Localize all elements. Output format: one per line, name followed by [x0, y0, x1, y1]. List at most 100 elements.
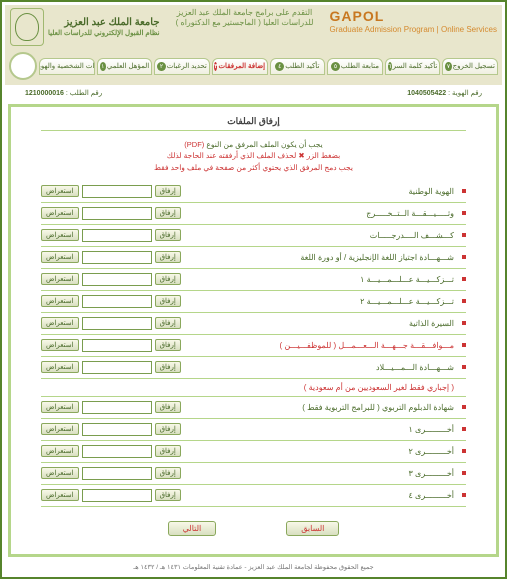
file-path-input[interactable] [82, 185, 152, 198]
browse-button[interactable]: استعراض [41, 467, 79, 479]
browse-button[interactable]: استعراض [41, 273, 79, 285]
tab-step[interactable]: تأكيد كلمة السر٦ [385, 58, 441, 75]
tab-step[interactable]: تحديد الرغبات٢ [154, 58, 210, 75]
upload-row: تـــزكـــيـــة عـــلـــمـــيـــة ٢إرفاقا… [41, 291, 466, 313]
tab-number: ٢ [157, 62, 165, 71]
row-label: أخـــــــــرى ٣ [187, 469, 456, 478]
file-path-input[interactable] [82, 339, 152, 352]
browse-button[interactable]: استعراض [41, 361, 79, 373]
inst-l1-b: (PDF) [184, 140, 204, 149]
file-path-input[interactable] [82, 401, 152, 414]
brand: GAPOL [330, 8, 497, 25]
upload-row: شهادة الدبلوم التربوي ( للبرامج التربوية… [41, 397, 466, 419]
upload-button[interactable]: إرفاق [155, 251, 181, 263]
inst-l3: يجب دمج المرفق الذي يحتوي أكثر من صفحة ف… [41, 162, 466, 173]
upload-button[interactable]: إرفاق [155, 295, 181, 307]
browse-button[interactable]: استعراض [41, 317, 79, 329]
row-label: شـــهـــادة اجتياز اللغة الإنجليزية / أو… [187, 253, 456, 262]
tab-step[interactable]: إضافة المرفقات٣ [212, 58, 268, 75]
tab-step[interactable]: المؤهل العلمي١ [97, 58, 153, 75]
tab-label: تسجيل الخروج [453, 62, 495, 70]
file-path-input[interactable] [82, 207, 152, 220]
upload-button[interactable]: إرفاق [155, 185, 181, 197]
prev-button[interactable]: السابق [286, 521, 339, 536]
tab-number: ١ [100, 62, 106, 71]
file-path-input[interactable] [82, 251, 152, 264]
ref-no-label: رقم الهوية : [448, 90, 482, 97]
tab-step[interactable]: بيانات الشخصية والهوية٠ [39, 58, 95, 75]
browse-button[interactable]: استعراض [41, 251, 79, 263]
required-marker-icon [462, 427, 466, 431]
upload-row: السيرة الذاتية إرفاق استعراض [41, 313, 466, 335]
app-no: 1210000016 [25, 90, 64, 97]
upload-button[interactable]: إرفاق [155, 317, 181, 329]
required-marker-icon [462, 321, 466, 325]
required-marker-icon [462, 343, 466, 347]
row-label: أخـــــــــرى ٤ [187, 491, 456, 500]
browse-button[interactable]: استعراض [41, 445, 79, 457]
file-path-input[interactable] [82, 317, 152, 330]
upload-button[interactable]: إرفاق [155, 273, 181, 285]
browse-button[interactable]: استعراض [41, 489, 79, 501]
page-footer: جميع الحقوق محفوظة لجامعة الملك عبد العز… [5, 560, 502, 574]
required-marker-icon [462, 211, 466, 215]
row-label: مـــوافـــقـــة جـــهـــة الـــعـــمـــل… [187, 341, 456, 350]
upload-row: كـــشـــف الــــدرجـــــات إرفاق استعراض [41, 225, 466, 247]
file-path-input[interactable] [82, 489, 152, 502]
file-path-input[interactable] [82, 467, 152, 480]
upload-row: شـــهـــادة اجتياز اللغة الإنجليزية / أو… [41, 247, 466, 269]
browse-button[interactable]: استعراض [41, 207, 79, 219]
upload-button[interactable]: إرفاق [155, 467, 181, 479]
file-path-input[interactable] [82, 423, 152, 436]
row-controls: إرفاق استعراض [41, 445, 181, 458]
inst-l1: يجب أن يكون الملف المرفق من النوع (PDF) [41, 139, 466, 150]
row-controls: إرفاق استعراض [41, 467, 181, 480]
footer-buttons: السابق التالي [41, 507, 466, 542]
upload-button[interactable]: إرفاق [155, 339, 181, 351]
inst-l2: بضغط الزر ✖ لحذف الملف الذي أرفقته عند ا… [41, 150, 466, 161]
browse-button[interactable]: استعراض [41, 339, 79, 351]
upload-row: الهوية الوطنية إرفاق استعراض [41, 181, 466, 203]
upload-button[interactable]: إرفاق [155, 401, 181, 413]
upload-row: تـــزكـــيـــة عـــلـــمـــيـــة ١إرفاقا… [41, 269, 466, 291]
row-label: الهوية الوطنية [187, 187, 456, 196]
row-controls: إرفاق استعراض [41, 401, 181, 414]
file-path-input[interactable] [82, 445, 152, 458]
page: GAPOL Graduate Admission Program | Onlin… [0, 0, 507, 579]
tab-label: تأكيد الطلب [285, 62, 319, 70]
tab-step[interactable]: تأكيد الطلب٤ [270, 58, 326, 75]
row-controls: إرفاق استعراض [41, 207, 181, 220]
file-path-input[interactable] [82, 229, 152, 242]
browse-button[interactable]: استعراض [41, 185, 79, 197]
upload-button[interactable]: إرفاق [155, 423, 181, 435]
file-path-input[interactable] [82, 361, 152, 374]
upload-button[interactable]: إرفاق [155, 489, 181, 501]
row-label: السيرة الذاتية [187, 319, 456, 328]
upload-button[interactable]: إرفاق [155, 207, 181, 219]
file-path-input[interactable] [82, 295, 152, 308]
tab-step[interactable]: متابعة الطلب٥ [327, 58, 383, 75]
required-marker-icon [462, 233, 466, 237]
row-controls: إرفاق استعراض [41, 251, 181, 264]
side-badge-icon [9, 52, 37, 80]
upload-rows: الهوية الوطنيةإرفاقاستعراضوثـــــيـــقــ… [41, 181, 466, 507]
tab-step[interactable]: تسجيل الخروج٧ [442, 58, 498, 75]
meta-bar: رقم الهوية : 1040505422 رقم الطلب : 1210… [5, 85, 502, 101]
row-label: ( إجباري فقط لغير السعوديين من أم سعودية… [41, 383, 456, 392]
browse-button[interactable]: استعراض [41, 423, 79, 435]
file-path-input[interactable] [82, 273, 152, 286]
upload-button[interactable]: إرفاق [155, 445, 181, 457]
upload-button[interactable]: إرفاق [155, 229, 181, 241]
required-marker-icon [462, 449, 466, 453]
center-l2: للدراسات العليا ( الماجستير مع الدكتوراه… [176, 18, 314, 28]
browse-button[interactable]: استعراض [41, 295, 79, 307]
tabs-row: تسجيل الخروج٧تأكيد كلمة السر٦متابعة الطل… [5, 50, 502, 85]
upload-button[interactable]: إرفاق [155, 361, 181, 373]
row-label: كـــشـــف الــــدرجـــــات [187, 231, 456, 240]
browse-button[interactable]: استعراض [41, 401, 79, 413]
brand-sub: Graduate Admission Program | Online Serv… [330, 25, 497, 35]
next-button[interactable]: التالي [168, 521, 217, 536]
inst-l1-a: يجب أن يكون الملف المرفق من النوع [206, 140, 322, 149]
instructions: يجب أن يكون الملف المرفق من النوع (PDF) … [41, 135, 466, 181]
browse-button[interactable]: استعراض [41, 229, 79, 241]
